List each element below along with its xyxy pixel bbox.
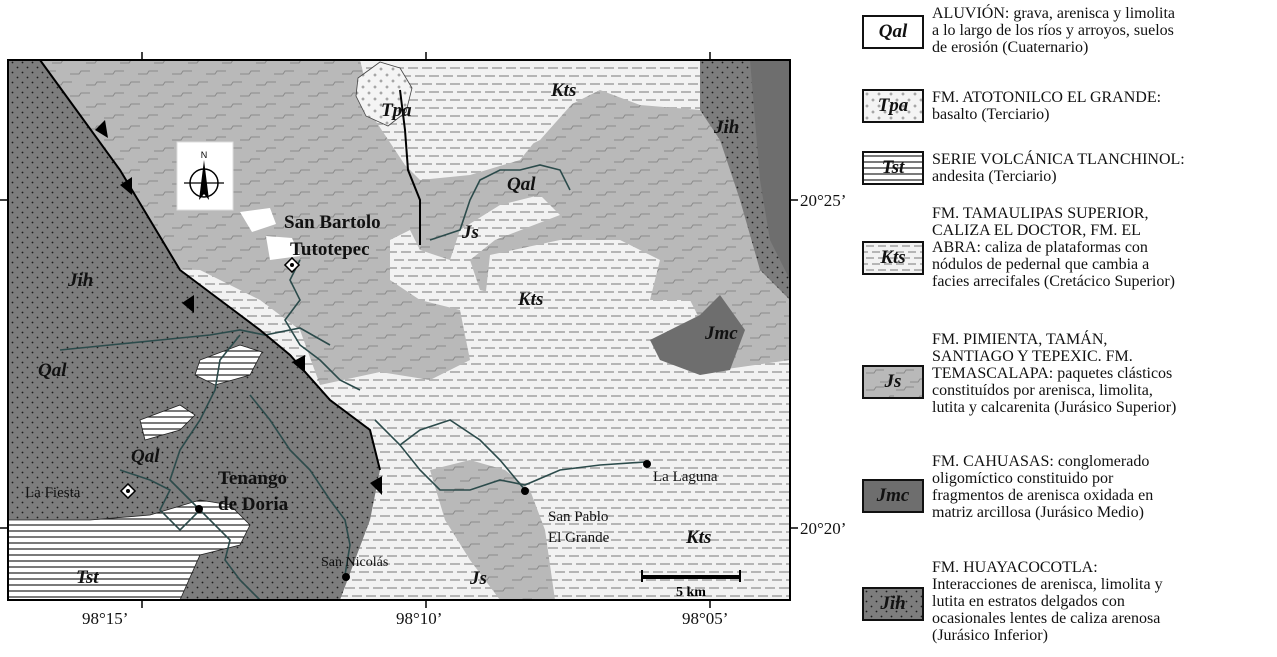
legend-swatch-jmc: Jmc	[862, 479, 924, 513]
map-label-tpa: Tpa	[381, 100, 412, 121]
legend-text-jih: FM. HUAYACOCOTLA: Interacciones de areni…	[932, 559, 1163, 644]
legend-code-jih: Jih	[880, 593, 906, 614]
legend-line: lutita en estratos delgados con	[932, 593, 1125, 610]
lon-tick-1: 98°15’	[82, 609, 128, 628]
lon-tick-2: 98°10’	[396, 609, 442, 628]
legend-code-js: Js	[884, 371, 902, 392]
legend-line: SERIE VOLCÁNICA TLANCHINOL:	[932, 151, 1185, 168]
place-san-bartolo-line2: Tutotepec	[290, 239, 370, 260]
legend-line: fragmentos de arenisca oxidada en	[932, 487, 1154, 504]
geologic-map: N Tpa Kts Jih Qal Js Kts Jmc Jih Qal Qal…	[0, 52, 846, 628]
map-label-qal-south: Qal	[131, 446, 160, 467]
legend-code-jmc: Jmc	[876, 485, 910, 506]
legend-line: constituídos por arenisca, limolita,	[932, 382, 1153, 399]
legend-swatch-tst: Tst	[862, 151, 924, 185]
lon-tick-3: 98°05’	[682, 609, 728, 628]
graticule-ticks	[0, 52, 798, 608]
legend-line: a lo largo de los ríos y arroyos, suelos	[932, 22, 1174, 39]
place-tenango-line2: de Doria	[218, 494, 289, 515]
thrust-teeth	[95, 120, 382, 495]
map-legend: Qal ALUVIÓN: grava, arenisca y limolita …	[862, 0, 1274, 657]
lat-tick-2: 20°20’	[800, 519, 846, 538]
legend-line: nódulos de pedernal que cambia a	[932, 256, 1150, 273]
jmc-unit	[750, 60, 790, 280]
legend-line: FM. TAMAULIPAS SUPERIOR,	[932, 205, 1149, 222]
tst-lens-1	[194, 344, 263, 386]
legend-line: lutita y calcarenita (Jurásico Superior)	[932, 399, 1177, 416]
legend-code-qal: Qal	[878, 21, 908, 42]
legend-swatch-kts: Kts	[862, 241, 924, 275]
js-unit-south	[430, 460, 555, 600]
legend-line: facies arrecifales (Cretácico Superior)	[932, 273, 1175, 290]
legend-text-kts: FM. TAMAULIPAS SUPERIOR, CALIZA EL DOCTO…	[932, 205, 1175, 290]
legend-swatch-js: Js	[862, 365, 924, 399]
tst-lens-2	[139, 404, 196, 441]
rivers	[59, 164, 646, 601]
place-la-fiesta: La Fiesta	[25, 485, 81, 501]
qal-patch-2	[266, 236, 300, 260]
legend-line: Interacciones de arenisca, limolita y	[932, 576, 1163, 593]
legend-line: CALIZA EL DOCTOR, FM. EL	[932, 222, 1141, 239]
map-label-kts-north: Kts	[550, 80, 576, 101]
legend-text-tst: SERIE VOLCÁNICA TLANCHINOL: andesita (Te…	[932, 151, 1185, 185]
place-la-laguna: La Laguna	[653, 469, 718, 485]
legend-line: (Jurásico Inferior)	[932, 627, 1048, 644]
scale-label: 5 km	[676, 585, 706, 600]
legend-text-tpa: FM. ATOTONILCO EL GRANDE: basalto (Terci…	[932, 89, 1161, 123]
north-label: N	[201, 150, 208, 160]
place-san-nicolas: San Nicolás	[321, 555, 388, 570]
jmc-unit-south	[650, 295, 745, 375]
legend-line: FM. PIMIENTA, TAMÁN,	[932, 331, 1108, 348]
map-label-kts-center: Kts	[517, 289, 543, 310]
map-label-kts-south: Kts	[685, 527, 711, 548]
legend-line: ABRA: caliza de plataformas con	[932, 239, 1148, 256]
qal-patch-1	[240, 208, 276, 232]
legend-code-kts: Kts	[880, 247, 906, 268]
legend-line: FM. CAHUASAS: conglomerado	[932, 453, 1150, 470]
map-label-tst: Tst	[76, 567, 99, 588]
place-san-pablo-line2: El Grande	[548, 530, 610, 546]
tpa-unit	[355, 61, 413, 127]
legend-line: de erosión (Cuaternario)	[932, 39, 1089, 56]
legend-line: FM. ATOTONILCO EL GRANDE:	[932, 89, 1162, 106]
legend-line: ALUVIÓN: grava, arenisca y limolita	[932, 5, 1176, 22]
scale-bar: 5 km	[641, 570, 741, 600]
legend-line: TEMASCALAPA: paquetes clásticos	[932, 365, 1173, 382]
faults	[39, 59, 421, 471]
legend-code-tpa: Tpa	[877, 95, 909, 116]
jih-unit-west	[8, 60, 380, 600]
map-label-js-center: Js	[461, 222, 479, 243]
map-frame	[7, 59, 791, 601]
map-label-qal-north: Qal	[507, 174, 536, 195]
map-label-jih-west: Jih	[67, 270, 93, 291]
place-san-bartolo-line1: San Bartolo	[284, 212, 381, 233]
kts-window-north	[420, 60, 600, 160]
legend-line: oligomíctico constituido por	[932, 470, 1114, 487]
place-tenango-line1: Tenango	[218, 468, 287, 489]
legend-line: basalto (Terciario)	[932, 106, 1050, 123]
place-markers	[119, 256, 651, 581]
legend-code-tst: Tst	[881, 157, 905, 178]
map-label-jmc: Jmc	[704, 323, 738, 344]
legend-swatch-jih: Jih	[862, 587, 924, 621]
legend-swatch-tpa: Tpa	[862, 89, 924, 123]
map-label-jih-east: Jih	[713, 117, 739, 138]
legend-swatch-qal: Qal	[862, 15, 924, 49]
legend-line: FM. HUAYACOCOTLA:	[932, 559, 1098, 576]
legend-line: ocasionales lentes de caliza arenosa	[932, 610, 1161, 627]
legend-text-qal: ALUVIÓN: grava, arenisca y limolita a lo…	[932, 5, 1175, 56]
place-san-pablo-line1: San Pablo	[548, 509, 608, 525]
map-label-qal-west: Qal	[38, 360, 67, 381]
legend-text-js: FM. PIMIENTA, TAMÁN, SANTIAGO Y TEPEXIC.…	[932, 331, 1176, 416]
legend-line: andesita (Terciario)	[932, 168, 1057, 185]
kts-window-center	[485, 240, 660, 335]
map-label-js-south: Js	[469, 568, 487, 589]
legend-text-jmc: FM. CAHUASAS: conglomerado oligomíctico …	[932, 453, 1153, 521]
legend-line: matriz arcillosa (Jurásico Medio)	[932, 504, 1144, 521]
legend-line: SANTIAGO Y TEPEXIC. FM.	[932, 348, 1133, 365]
north-arrow-icon: N	[176, 141, 234, 211]
lat-tick-1: 20°25’	[800, 191, 846, 210]
